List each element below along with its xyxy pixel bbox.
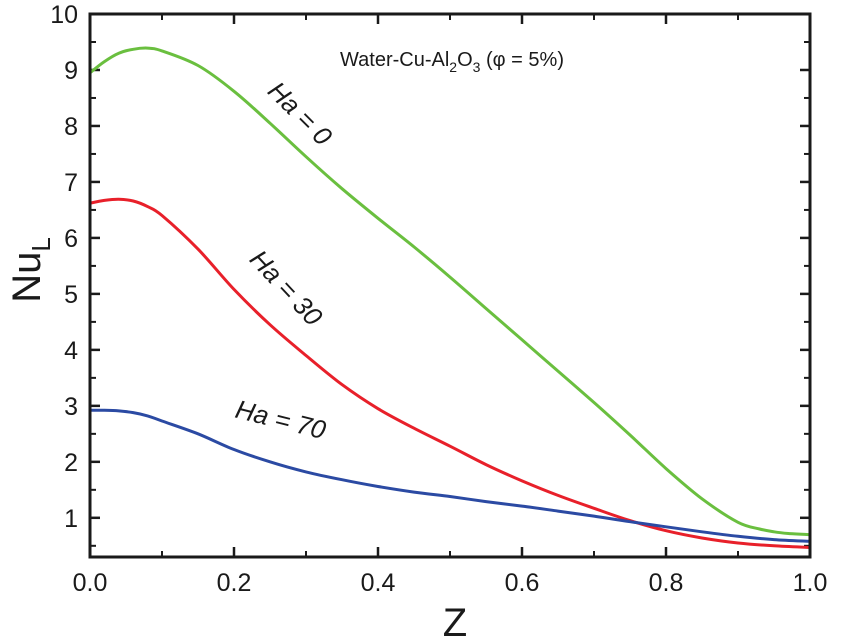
series-line-0 (89, 46, 811, 537)
annotation-sub-2: 3 (473, 59, 481, 75)
x-tick-label: 0.8 (649, 569, 684, 597)
x-tick-label: 1.0 (793, 569, 828, 597)
x-tick-label: 0.4 (361, 569, 396, 597)
curve-label-0: Ha = 0 (262, 75, 338, 151)
y-tick-label: 9 (64, 57, 78, 85)
series-line-2 (89, 408, 811, 543)
y-tick-label: 3 (64, 393, 78, 421)
y-tick-label: 6 (64, 225, 78, 253)
series-line-1 (89, 197, 811, 549)
annotation-suffix: (φ = 5%) (480, 49, 564, 71)
curve-label-2: Ha = 70 (233, 394, 330, 445)
y-axis-title-main: Nu (5, 252, 49, 303)
x-axis-title: Z (443, 601, 467, 639)
y-tick-label: 8 (64, 113, 78, 141)
y-axis-title: NuL (5, 237, 56, 303)
y-tick-label: 5 (64, 281, 78, 309)
y-tick-label: 7 (64, 169, 78, 197)
series-layer (89, 46, 811, 549)
x-tick-label: 0.0 (73, 569, 108, 597)
y-tick-label: 1 (64, 505, 78, 533)
y-tick-label: 4 (64, 337, 78, 365)
curve-label-1: Ha = 30 (244, 244, 329, 332)
labels-layer: Ha = 0 Ha = 30 Ha = 70 (233, 75, 339, 445)
y-tick-label: 10 (50, 1, 78, 29)
x-tick-label: 0.6 (505, 569, 540, 597)
plot-frame (88, 12, 812, 559)
x-tick-label: 0.2 (217, 569, 252, 597)
annotation-sub-1: 2 (449, 59, 457, 75)
annotation-mid: O (457, 49, 473, 71)
annotation-text: Water-Cu-Al2O3 (φ = 5%) (340, 49, 564, 75)
annotation-prefix: Water-Cu-Al (340, 49, 449, 71)
y-axis-title-sub: L (26, 237, 56, 251)
y-tick-label: 2 (64, 449, 78, 477)
